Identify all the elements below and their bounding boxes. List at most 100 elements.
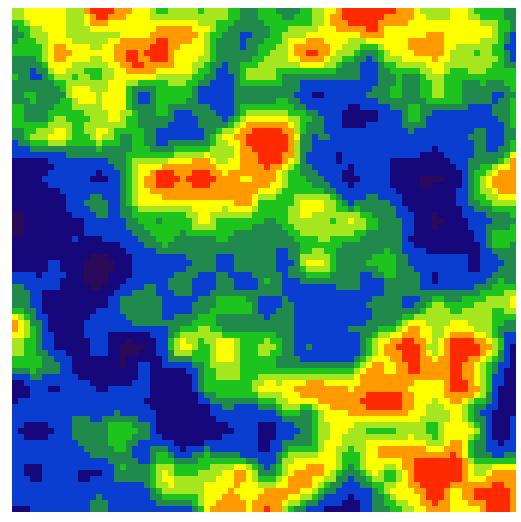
noise-cell (342, 44, 360, 50)
noise-cell (198, 380, 204, 386)
noise-cell (198, 212, 210, 218)
noise-cell (462, 416, 468, 422)
noise-cell (96, 170, 102, 176)
noise-cell (330, 482, 342, 488)
noise-cell (366, 338, 372, 344)
noise-cell (276, 260, 294, 266)
noise-cell (306, 260, 324, 266)
noise-cell (12, 482, 144, 488)
noise-cell (132, 446, 150, 452)
noise-cell (84, 230, 132, 236)
noise-cell (504, 152, 510, 158)
noise-cell (498, 20, 510, 26)
noise-cell (114, 266, 132, 272)
noise-cell (276, 308, 294, 314)
noise-cell (360, 44, 378, 50)
noise-cell (420, 104, 468, 110)
noise-cell (444, 392, 474, 398)
noise-cell (318, 404, 330, 410)
noise-cell (426, 74, 444, 80)
noise-cell (66, 26, 90, 32)
noise-cell (12, 212, 24, 218)
noise-cell (258, 62, 300, 68)
noise-cell (48, 314, 90, 320)
noise-cell (198, 374, 204, 380)
noise-cell (216, 44, 240, 50)
noise-cell (174, 110, 192, 116)
noise-cell (354, 464, 360, 470)
noise-cell (12, 80, 54, 86)
noise-cell (126, 50, 138, 56)
noise-cell (462, 440, 468, 446)
noise-cell (132, 380, 150, 386)
noise-cell (84, 272, 108, 278)
noise-cell (366, 446, 378, 452)
noise-cell (228, 14, 240, 20)
noise-cell (12, 86, 60, 92)
noise-cell (210, 344, 216, 350)
noise-cell (264, 38, 282, 44)
noise-cell (78, 476, 90, 482)
noise-cell (492, 44, 504, 50)
noise-cell (324, 470, 330, 476)
noise-cell (210, 68, 216, 74)
noise-cell (300, 98, 378, 104)
noise-cell (486, 476, 516, 482)
noise-cell (300, 230, 354, 236)
noise-cell (12, 356, 42, 362)
noise-cell (126, 116, 138, 122)
noise-cell (120, 410, 156, 416)
noise-cell (36, 128, 54, 134)
noise-cell (240, 152, 258, 158)
noise-cell (330, 194, 336, 200)
noise-cell (288, 164, 294, 170)
noise-cell (240, 368, 354, 374)
noise-cell (294, 422, 312, 428)
noise-cell (138, 428, 150, 434)
noise-cell (450, 452, 456, 458)
noise-cell (210, 80, 234, 86)
noise-cell (378, 50, 384, 56)
noise-cell (480, 350, 486, 356)
noise-cell (36, 350, 48, 356)
noise-cell (276, 218, 288, 224)
noise-cell (12, 272, 36, 278)
noise-cell (198, 344, 210, 350)
noise-cell (288, 170, 300, 176)
noise-cell (168, 284, 192, 290)
noise-cell (210, 398, 258, 404)
noise-cell (126, 194, 132, 200)
noise-cell (210, 44, 216, 50)
noise-cell (372, 212, 396, 218)
noise-cell (54, 80, 66, 86)
noise-cell (498, 164, 510, 170)
noise-cell (114, 74, 156, 80)
noise-cell (138, 368, 150, 374)
noise-cell (42, 470, 78, 476)
noise-cell (246, 38, 264, 44)
noise-cell (474, 458, 516, 464)
noise-cell (252, 128, 282, 134)
noise-cell (360, 284, 384, 290)
noise-cell (294, 308, 372, 314)
noise-cell (264, 314, 270, 320)
noise-cell (456, 200, 468, 206)
noise-cell (432, 146, 438, 152)
noise-cell (138, 116, 174, 122)
noise-cell (312, 482, 318, 488)
noise-cell (300, 164, 312, 170)
noise-cell (492, 338, 498, 344)
noise-cell (108, 20, 198, 26)
noise-cell (84, 278, 108, 284)
noise-cell (96, 140, 102, 146)
noise-cell (330, 182, 348, 188)
noise-cell (372, 476, 384, 482)
noise-cell (90, 452, 132, 458)
noise-cell (306, 104, 348, 110)
noise-cell (408, 44, 444, 50)
noise-cell (162, 434, 222, 440)
noise-cell (108, 80, 126, 86)
noise-cell (288, 134, 294, 140)
noise-cell (402, 338, 414, 344)
noise-cell (132, 62, 144, 68)
